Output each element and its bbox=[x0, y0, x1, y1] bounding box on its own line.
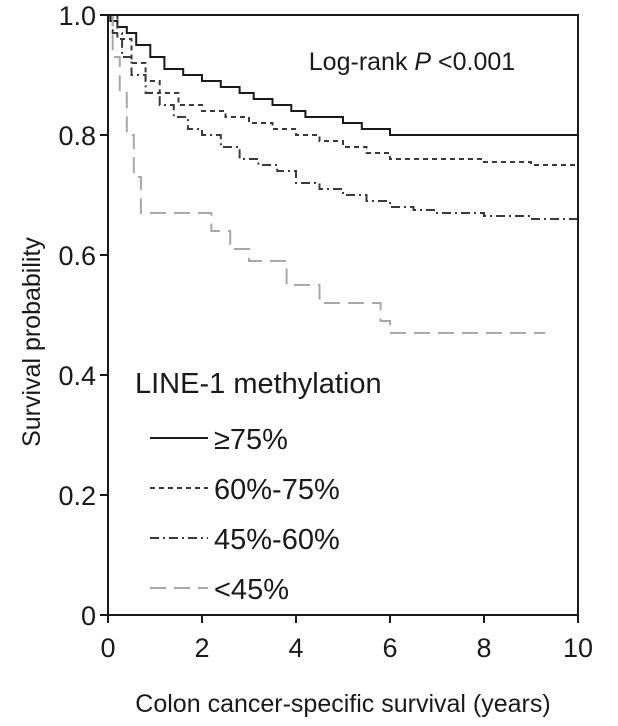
legend-label-45-60: 45%-60% bbox=[214, 524, 340, 556]
x-tick-label: 4 bbox=[288, 633, 303, 663]
y-tick-label: 0.6 bbox=[58, 241, 96, 271]
y-tick-label: 1.0 bbox=[58, 1, 96, 31]
y-axis: 0 0.2 0.4 0.6 0.8 1.0 bbox=[58, 1, 108, 631]
x-tick-label: 2 bbox=[194, 633, 209, 663]
annotation-suffix: <0.001 bbox=[431, 48, 515, 76]
y-tick-label: 0.2 bbox=[58, 481, 96, 511]
y-axis-title: Survival probability bbox=[18, 237, 46, 447]
plot-frame bbox=[107, 14, 579, 616]
annotation-p-symbol: P bbox=[414, 48, 431, 76]
curve-ge75 bbox=[108, 14, 578, 136]
annotation-prefix: Log-rank bbox=[309, 48, 415, 76]
curve-45-60 bbox=[108, 14, 579, 225]
legend-label-60-75: 60%-75% bbox=[214, 474, 340, 506]
y-tick-label: 0.4 bbox=[58, 361, 96, 391]
legend-title: LINE-1 methylation bbox=[135, 368, 382, 400]
log-rank-annotation: Log-rank P <0.001 bbox=[309, 48, 515, 76]
x-tick-label: 0 bbox=[100, 633, 115, 663]
curve-60-75 bbox=[108, 14, 578, 166]
y-tick-label: 0.8 bbox=[58, 121, 96, 151]
legend-label-lt45: <45% bbox=[214, 574, 289, 606]
x-axis: 0 2 4 6 8 10 bbox=[100, 615, 593, 663]
legend-items: ≥75% 60%-75% 45%-60% <45% bbox=[150, 424, 340, 606]
legend-label-ge75: ≥75% bbox=[214, 424, 288, 456]
y-tick-label: 0 bbox=[81, 601, 96, 631]
survival-curves bbox=[108, 14, 579, 334]
x-tick-label: 8 bbox=[476, 633, 491, 663]
x-axis-title: Colon cancer-specific survival (years) bbox=[135, 690, 550, 718]
legend: LINE-1 methylation ≥75% 60%-75% 45%-60% <45… bbox=[135, 368, 382, 606]
x-tick-label: 6 bbox=[382, 633, 397, 663]
x-tick-label: 10 bbox=[563, 633, 593, 663]
